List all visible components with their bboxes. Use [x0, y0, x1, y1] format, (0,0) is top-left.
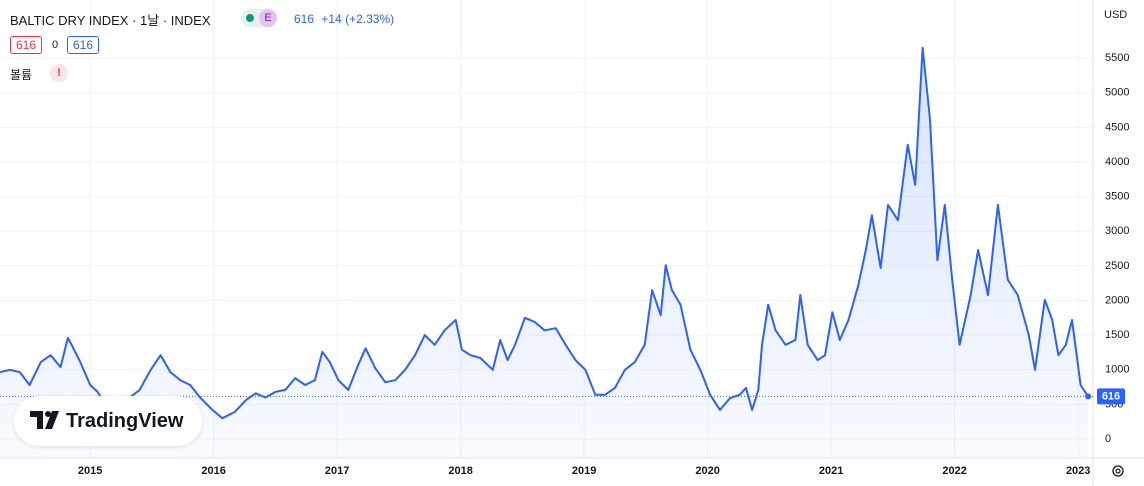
buy-price[interactable]: 616: [67, 36, 100, 54]
x-tick-label: 2021: [819, 465, 843, 477]
y-tick-label: 2000: [1105, 294, 1129, 306]
y-tick-label: 5000: [1105, 87, 1129, 99]
currency-selector[interactable]: USD: [1104, 9, 1128, 21]
y-tick-label: 3000: [1105, 225, 1129, 237]
y-tick-label: 5500: [1105, 52, 1129, 64]
price-line-info: 616 +14 (+2.33%): [294, 12, 394, 26]
volume-label: 볼륨: [10, 68, 33, 82]
last-point: [1085, 393, 1092, 400]
y-tick-label: 1000: [1105, 364, 1129, 376]
gear-ring: [1112, 465, 1124, 477]
y-tick-label: 1500: [1105, 329, 1129, 341]
symbol-title[interactable]: BALTIC DRY INDEX · 1날 · INDEX: [10, 13, 211, 28]
y-tick-label: 3500: [1105, 191, 1129, 203]
logo-text: TradingView: [66, 410, 184, 432]
x-tick-label: 2016: [201, 465, 225, 477]
change-percent: (+2.33%): [345, 12, 395, 26]
exchange-badge: E: [259, 9, 277, 27]
change: +14: [321, 12, 342, 26]
x-tick-label: 2019: [572, 465, 596, 477]
status-badge[interactable]: E: [241, 9, 277, 27]
price-line: [0, 46, 1089, 420]
last-price-tag: [1097, 388, 1125, 405]
x-tick-label: 2017: [325, 465, 349, 477]
last-price-label: 616: [1102, 390, 1120, 402]
x-tick-label: 2023: [1066, 465, 1090, 477]
logo-shape: [30, 411, 43, 429]
logo-dot: [45, 411, 51, 417]
settings-gear[interactable]: [1112, 465, 1124, 477]
market-dot: [246, 14, 254, 22]
y-tick-label: 0: [1105, 433, 1111, 445]
logo-shape: [45, 411, 59, 429]
logo-mark: [30, 411, 59, 429]
sell-price[interactable]: 616: [10, 36, 43, 54]
y-tick-label: 2500: [1105, 260, 1129, 272]
x-tick-label: 2020: [695, 465, 719, 477]
x-tick-label: 2015: [78, 465, 102, 477]
logo-badge[interactable]: TradingView: [14, 396, 202, 446]
gear-hub: [1115, 468, 1121, 474]
spread: 0: [52, 39, 59, 51]
x-tick-label: 2018: [448, 465, 472, 477]
y-tick-label: 4000: [1105, 156, 1129, 168]
last-price: 616: [294, 12, 315, 26]
x-tick-label: 2022: [942, 465, 966, 477]
y-tick-label: 4500: [1105, 121, 1129, 133]
volume-warning[interactable]: !: [50, 64, 68, 82]
